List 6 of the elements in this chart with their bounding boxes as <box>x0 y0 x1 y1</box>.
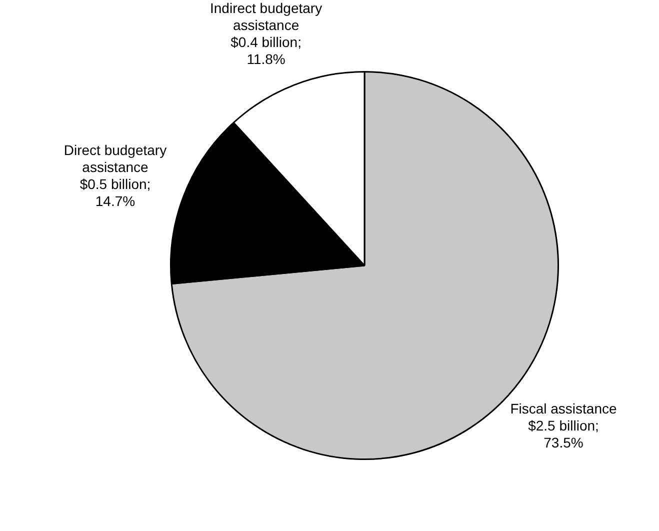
data-label: $0.4 billion; 11.8% <box>230 34 302 67</box>
slice-label: Direct budgetary assistance <box>64 142 167 175</box>
slice-label: Fiscal assistance <box>510 400 618 416</box>
data-label: $0.5 billion; 14.7% <box>80 176 151 209</box>
slice-label: Indirect budgetary assistance <box>210 0 322 33</box>
data-label: $2.5 billion; 73.5% <box>528 417 599 450</box>
